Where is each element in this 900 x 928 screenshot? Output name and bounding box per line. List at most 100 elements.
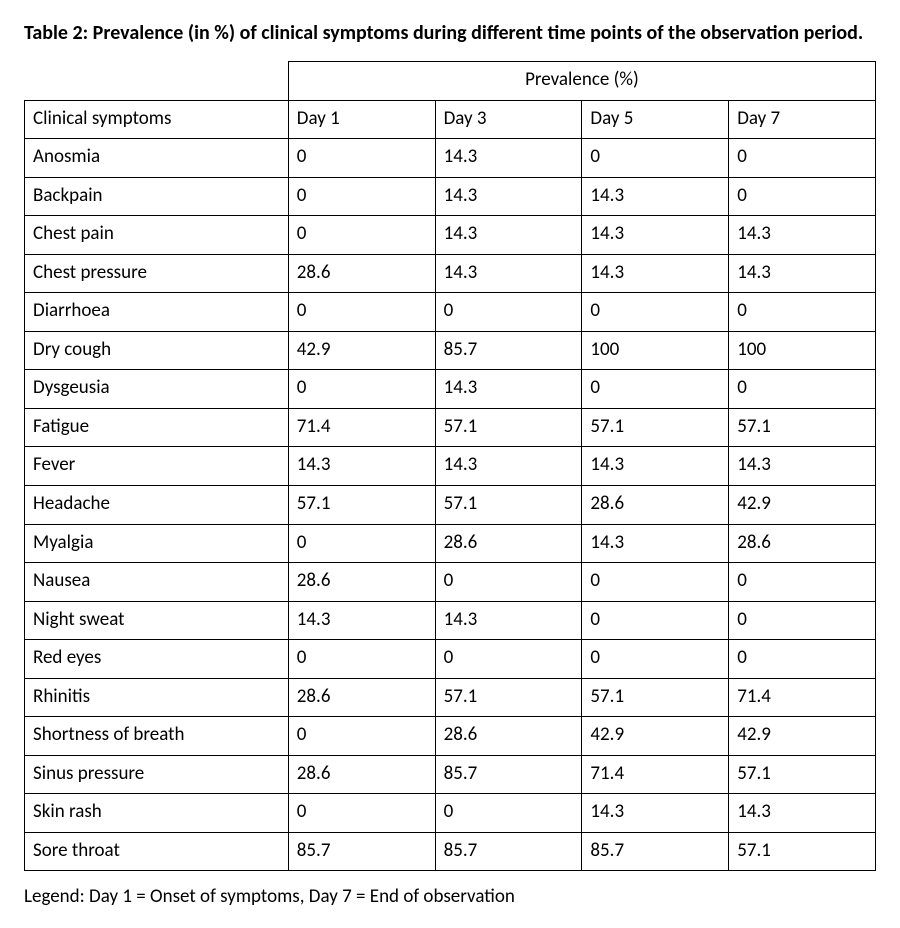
value-cell: 85.7 (582, 832, 729, 871)
value-cell: 0 (288, 524, 435, 563)
value-cell: 14.3 (435, 216, 582, 255)
value-cell: 0 (729, 139, 876, 178)
value-cell: 0 (729, 601, 876, 640)
table-row: Backpain014.314.30 (25, 177, 876, 216)
value-cell: 0 (729, 640, 876, 679)
table-row: Diarrhoea0000 (25, 293, 876, 332)
table-row: Fever14.314.314.314.3 (25, 447, 876, 486)
table-row: Fatigue71.457.157.157.1 (25, 408, 876, 447)
value-cell: 57.1 (288, 486, 435, 525)
row-header-label: Clinical symptoms (25, 100, 289, 139)
value-cell: 85.7 (435, 832, 582, 871)
value-cell: 71.4 (582, 755, 729, 794)
value-cell: 28.6 (729, 524, 876, 563)
value-cell: 0 (582, 601, 729, 640)
value-cell: 28.6 (288, 678, 435, 717)
symptom-label: Headache (25, 486, 289, 525)
value-cell: 14.3 (288, 601, 435, 640)
value-cell: 14.3 (435, 139, 582, 178)
col-header-day5: Day 5 (582, 100, 729, 139)
table-row: Nausea28.6000 (25, 563, 876, 602)
table-row: Skin rash0014.314.3 (25, 794, 876, 833)
value-cell: 14.3 (582, 216, 729, 255)
value-cell: 14.3 (729, 447, 876, 486)
value-cell: 0 (582, 640, 729, 679)
value-cell: 0 (288, 139, 435, 178)
table-row: Red eyes0000 (25, 640, 876, 679)
col-header-day7: Day 7 (729, 100, 876, 139)
table-row: Night sweat14.314.300 (25, 601, 876, 640)
value-cell: 14.3 (435, 601, 582, 640)
col-header-day3: Day 3 (435, 100, 582, 139)
table-legend: Legend: Day 1 = Onset of symptoms, Day 7… (24, 885, 876, 908)
symptom-label: Backpain (25, 177, 289, 216)
value-cell: 71.4 (288, 408, 435, 447)
value-cell: 42.9 (729, 486, 876, 525)
value-cell: 0 (288, 293, 435, 332)
value-cell: 14.3 (729, 254, 876, 293)
header-row-span: Prevalence (%) (25, 62, 876, 101)
value-cell: 0 (435, 293, 582, 332)
symptom-label: Rhinitis (25, 678, 289, 717)
symptom-label: Fever (25, 447, 289, 486)
value-cell: 57.1 (729, 408, 876, 447)
symptom-label: Anosmia (25, 139, 289, 178)
symptom-label: Diarrhoea (25, 293, 289, 332)
value-cell: 0 (582, 293, 729, 332)
symptom-label: Fatigue (25, 408, 289, 447)
value-cell: 71.4 (729, 678, 876, 717)
value-cell: 0 (288, 177, 435, 216)
symptom-label: Red eyes (25, 640, 289, 679)
value-cell: 0 (288, 370, 435, 409)
value-cell: 0 (729, 293, 876, 332)
value-cell: 0 (288, 717, 435, 756)
table-title: Table 2: Prevalence (in %) of clinical s… (24, 20, 876, 47)
value-cell: 42.9 (582, 717, 729, 756)
table-row: Sinus pressure28.685.771.457.1 (25, 755, 876, 794)
table-row: Rhinitis28.657.157.171.4 (25, 678, 876, 717)
col-header-day1: Day 1 (288, 100, 435, 139)
value-cell: 28.6 (288, 254, 435, 293)
value-cell: 0 (582, 370, 729, 409)
header-row-columns: Clinical symptoms Day 1 Day 3 Day 5 Day … (25, 100, 876, 139)
value-cell: 0 (435, 794, 582, 833)
value-cell: 0 (288, 640, 435, 679)
symptom-label: Dry cough (25, 331, 289, 370)
symptom-label: Nausea (25, 563, 289, 602)
value-cell: 14.3 (582, 177, 729, 216)
value-cell: 85.7 (288, 832, 435, 871)
value-cell: 14.3 (582, 447, 729, 486)
value-cell: 0 (288, 794, 435, 833)
empty-corner-cell (25, 62, 289, 101)
table-row: Headache57.157.128.642.9 (25, 486, 876, 525)
value-cell: 85.7 (435, 755, 582, 794)
table-row: Shortness of breath028.642.942.9 (25, 717, 876, 756)
symptom-label: Chest pain (25, 216, 289, 255)
value-cell: 14.3 (582, 254, 729, 293)
symptom-label: Skin rash (25, 794, 289, 833)
value-cell: 14.3 (288, 447, 435, 486)
value-cell: 0 (288, 216, 435, 255)
prevalence-table: Prevalence (%) Clinical symptoms Day 1 D… (24, 61, 876, 871)
table-row: Sore throat85.785.785.757.1 (25, 832, 876, 871)
value-cell: 0 (435, 640, 582, 679)
value-cell: 100 (729, 331, 876, 370)
table-row: Chest pain014.314.314.3 (25, 216, 876, 255)
value-cell: 28.6 (435, 524, 582, 563)
value-cell: 57.1 (435, 678, 582, 717)
value-cell: 57.1 (582, 408, 729, 447)
symptom-label: Night sweat (25, 601, 289, 640)
value-cell: 100 (582, 331, 729, 370)
value-cell: 0 (435, 563, 582, 602)
value-cell: 0 (729, 563, 876, 602)
value-cell: 0 (582, 563, 729, 602)
symptom-label: Myalgia (25, 524, 289, 563)
symptom-label: Shortness of breath (25, 717, 289, 756)
value-cell: 28.6 (582, 486, 729, 525)
value-cell: 14.3 (435, 177, 582, 216)
value-cell: 28.6 (288, 755, 435, 794)
symptom-label: Chest pressure (25, 254, 289, 293)
value-cell: 14.3 (729, 794, 876, 833)
table-row: Anosmia014.300 (25, 139, 876, 178)
prevalence-span-header: Prevalence (%) (288, 62, 875, 101)
